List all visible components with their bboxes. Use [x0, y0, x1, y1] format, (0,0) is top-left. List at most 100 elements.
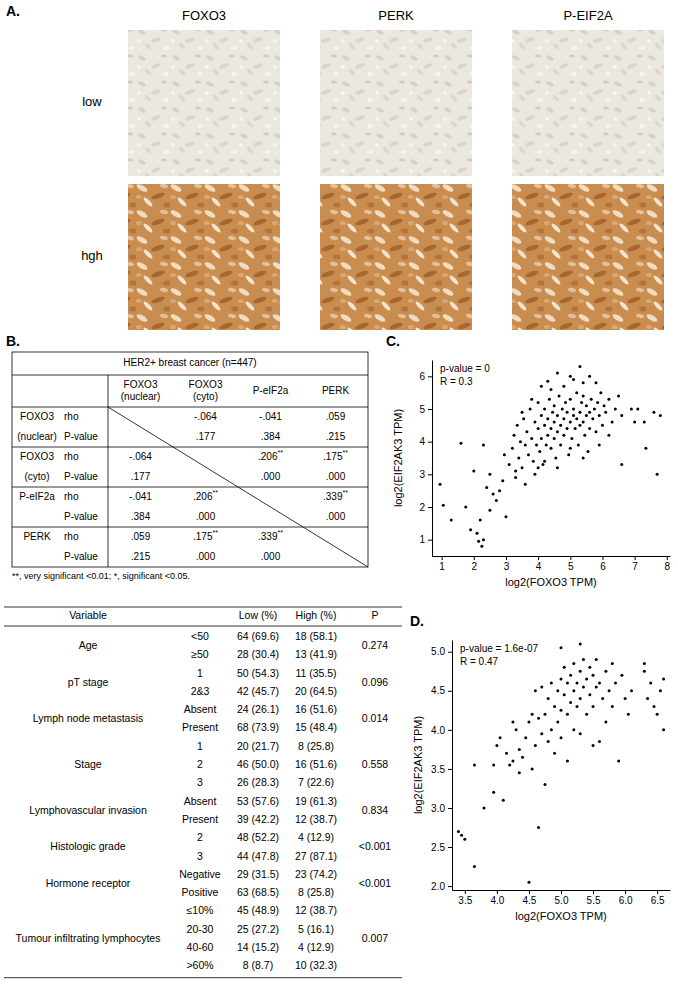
point: [585, 404, 588, 407]
point: [569, 375, 572, 378]
table-cell: Absent: [184, 703, 217, 715]
table-cell: .000: [196, 511, 216, 522]
point: [473, 865, 476, 868]
column-header: Low (%): [239, 609, 278, 621]
tick: 2.5: [431, 842, 452, 853]
tick-mark: [428, 507, 432, 508]
table-cell: Negative: [179, 868, 221, 880]
point: [537, 717, 540, 720]
table-rule: [4, 977, 402, 978]
point: [644, 447, 647, 450]
x-axis: 12345678: [433, 556, 671, 572]
point: [595, 658, 598, 661]
tick-label: 4.0: [431, 725, 445, 736]
point: [550, 728, 553, 731]
table-rule: [12, 407, 368, 408]
point: [511, 447, 514, 450]
tick: 6.0: [619, 890, 633, 906]
point: [511, 721, 514, 724]
point: [652, 705, 655, 708]
table-cell: 39 (42.2): [237, 813, 279, 825]
panel-label: D.: [410, 613, 424, 629]
point: [595, 685, 598, 688]
point: [578, 411, 581, 414]
point: [521, 466, 524, 469]
tick: 3.0: [431, 803, 452, 814]
point: [620, 463, 623, 466]
table-cell: 40-60: [187, 941, 214, 953]
tick-label: 6.5: [651, 895, 665, 906]
panel-label: C.: [386, 333, 400, 349]
point: [546, 417, 549, 420]
table-cell: 8 (25.8): [298, 740, 334, 752]
point: [556, 414, 559, 417]
point: [563, 693, 566, 696]
tick: 5: [568, 556, 574, 572]
point: [601, 424, 604, 427]
point: [617, 760, 620, 763]
tick-label: 4.5: [522, 895, 536, 906]
point: [569, 421, 572, 424]
p-value: <0.001: [359, 840, 392, 852]
point: [503, 453, 506, 456]
point: [508, 764, 511, 767]
tick-mark: [448, 847, 452, 848]
point: [598, 414, 601, 417]
point: [519, 440, 522, 443]
tick-mark: [474, 556, 475, 560]
point: [611, 705, 614, 708]
point: [646, 697, 649, 700]
tick-mark: [442, 556, 443, 560]
point: [482, 538, 485, 541]
point: [548, 398, 551, 401]
tick: 3.5: [458, 890, 472, 906]
table-cell: 44 (47.8): [237, 850, 279, 862]
p-value: 0.834: [362, 804, 388, 816]
point: [579, 697, 582, 700]
column-header: P-eIF2a: [253, 385, 289, 396]
point: [556, 721, 559, 724]
stat-label: rho: [64, 491, 79, 502]
table-cell: 29 (31.5): [237, 868, 279, 880]
tick-mark: [657, 890, 658, 894]
variable-name: Age: [79, 639, 98, 651]
point: [607, 398, 610, 401]
point: [576, 705, 579, 708]
table-cell: 16 (51.6): [295, 758, 337, 770]
point: [538, 450, 541, 453]
point: [578, 365, 581, 368]
point: [553, 705, 556, 708]
table-cell: 2&3: [191, 685, 210, 697]
point: [543, 408, 546, 411]
column-label: P-EIF2A: [563, 8, 612, 23]
point: [662, 678, 665, 681]
point: [463, 838, 466, 841]
point: [566, 681, 569, 684]
point: [582, 394, 585, 397]
annotation: p-value = 1.6e-07: [460, 643, 539, 654]
point: [588, 693, 591, 696]
p-value: 0.558: [362, 758, 388, 770]
point: [604, 411, 607, 414]
variable-name: Tumour infiltrating lymphocytes: [16, 932, 161, 944]
point: [477, 540, 480, 543]
tick-label: 3.5: [431, 764, 445, 775]
point: [588, 666, 591, 669]
ihc-image: [512, 30, 664, 176]
tick: 2: [419, 502, 432, 513]
point: [643, 670, 646, 673]
table-cell: .215: [131, 551, 151, 562]
tick-mark: [428, 442, 432, 443]
point: [566, 427, 569, 430]
point: [563, 666, 566, 669]
point: [517, 457, 520, 460]
point: [601, 697, 604, 700]
point: [534, 744, 537, 747]
point: [480, 545, 483, 548]
stat-label: P-value: [64, 431, 98, 442]
point: [576, 681, 579, 684]
point: [611, 421, 614, 424]
points: [439, 365, 662, 548]
tick-mark: [529, 890, 530, 894]
table-diagonal: [108, 407, 368, 567]
